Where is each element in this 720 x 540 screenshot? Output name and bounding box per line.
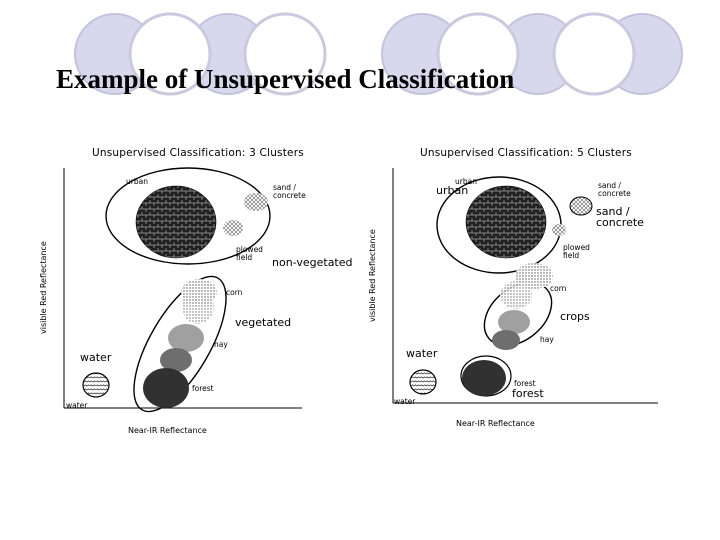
slide-title: Example of Unsupervised Classification bbox=[56, 64, 515, 94]
sand-concrete-label: sand / concrete bbox=[273, 183, 306, 200]
corn-label: corn bbox=[550, 284, 567, 293]
water-small-label: water bbox=[66, 401, 88, 410]
urban-blob bbox=[465, 185, 547, 259]
sand-concrete-small-label: sand / concrete bbox=[598, 181, 631, 198]
forest-label: forest bbox=[512, 387, 544, 400]
y-axis-label: visible Red Reflectance bbox=[39, 241, 48, 334]
x-axis-label: Near-IR Reflectance bbox=[128, 426, 207, 435]
hay-label: hay bbox=[214, 340, 228, 349]
vegetated-cluster bbox=[133, 275, 227, 413]
water-blob bbox=[409, 369, 437, 395]
panel-title: Unsupervised Classification: 3 Clusters bbox=[92, 147, 304, 159]
forest-small-label: forest bbox=[514, 379, 536, 388]
vegetation-blob bbox=[492, 330, 520, 350]
plowed-field-blob bbox=[515, 263, 553, 289]
urban-small-label: urban bbox=[455, 177, 477, 186]
water-small-label: water bbox=[394, 397, 416, 406]
corn-blob bbox=[500, 281, 532, 309]
non-vegetated-label: non-vegetated bbox=[272, 256, 353, 269]
plowed-field-label: plowed field bbox=[236, 245, 263, 262]
five-cluster-diagram: Unsupervised Classification: 5 Clusters … bbox=[366, 140, 658, 440]
non-vegetated-cluster bbox=[105, 167, 271, 265]
sand-concrete-blob bbox=[244, 193, 268, 211]
sand-concrete-blob bbox=[552, 224, 566, 236]
vegetated-label: vegetated bbox=[235, 316, 292, 329]
plowed-field-label: plowed field bbox=[563, 243, 590, 260]
water-blob bbox=[82, 372, 110, 398]
five-cluster-plot bbox=[392, 168, 658, 404]
forest-blob bbox=[143, 368, 189, 408]
urban-label: urban bbox=[436, 184, 469, 197]
water-label: water bbox=[80, 351, 112, 364]
hay-blob bbox=[168, 324, 204, 352]
decorative-ring bbox=[552, 12, 636, 96]
three-cluster-diagram: Unsupervised Classification: 3 Clusters … bbox=[36, 140, 353, 440]
sand-concrete-label: sand / concrete bbox=[596, 205, 644, 229]
vegetation-blob bbox=[160, 348, 192, 372]
sand-concrete-blob bbox=[223, 220, 243, 236]
x-axis-label: Near-IR Reflectance bbox=[456, 419, 535, 428]
water-label: water bbox=[406, 347, 438, 360]
sand-concrete-blob bbox=[569, 196, 593, 216]
hay-label: hay bbox=[540, 335, 554, 344]
y-axis-label: visible Red Reflectance bbox=[368, 229, 377, 322]
decorative-ring bbox=[243, 12, 327, 96]
decorative-ring bbox=[436, 12, 520, 96]
urban-label: urban bbox=[126, 177, 148, 186]
crops-label: crops bbox=[560, 310, 590, 323]
panel-title: Unsupervised Classification: 5 Clusters bbox=[420, 147, 632, 159]
forest-label: forest bbox=[192, 384, 214, 393]
urban-blob bbox=[135, 185, 217, 259]
forest-cluster bbox=[460, 355, 512, 397]
corn-blob bbox=[182, 288, 214, 324]
decorative-ring bbox=[128, 12, 212, 96]
corn-label: corn bbox=[226, 288, 243, 297]
three-cluster-plot bbox=[63, 167, 302, 413]
forest-blob bbox=[462, 360, 506, 396]
hay-blob bbox=[498, 310, 530, 334]
